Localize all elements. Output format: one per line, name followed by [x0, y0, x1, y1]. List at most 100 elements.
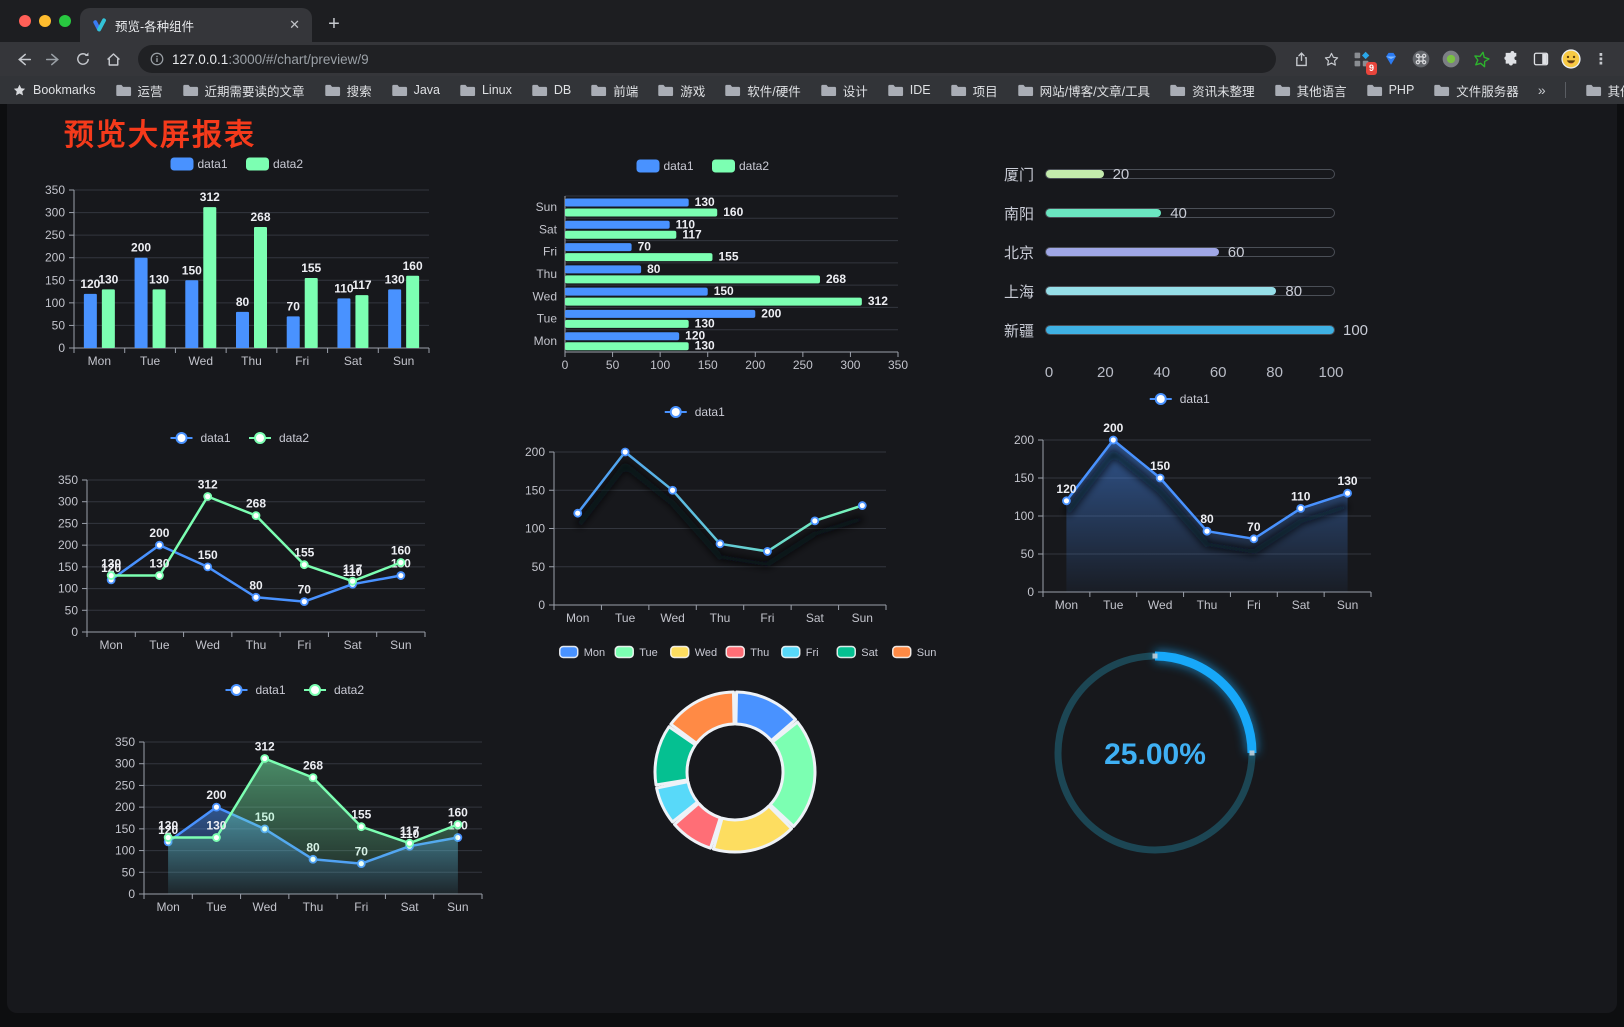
new-tab-button[interactable]: + [320, 10, 348, 38]
bookmark-folder-0[interactable]: 运营 [115, 81, 163, 100]
bookmark-label: 前端 [613, 84, 639, 99]
donut-segment-Sun[interactable] [669, 690, 736, 745]
svg-text:Wed: Wed [660, 611, 684, 625]
bookmark-page-button[interactable] [1318, 46, 1344, 72]
svg-text:200: 200 [115, 800, 135, 814]
bookmark-folder-14[interactable]: 其他语言 [1274, 81, 1347, 100]
bookmark-folder-12[interactable]: 网站/博客/文章/工具 [1017, 81, 1150, 100]
extensions-button[interactable] [1498, 46, 1524, 72]
legend-item-Sun[interactable]: Sun [892, 645, 937, 660]
legend-item-data1[interactable]: data1 [1149, 392, 1210, 406]
bookmark-folder-16[interactable]: 文件服务器 [1433, 81, 1519, 100]
legend-item-data2[interactable]: data2 [246, 157, 303, 171]
legend-item-data1[interactable]: data1 [170, 431, 231, 445]
bookmark-label: 文件服务器 [1456, 84, 1519, 99]
bookmark-folder-9[interactable]: 设计 [820, 81, 868, 100]
bookmark-folder-11[interactable]: 项目 [950, 81, 998, 100]
progress-track [1045, 286, 1335, 296]
bookmark-folder-7[interactable]: 游戏 [657, 81, 705, 100]
legend-item-Wed[interactable]: Wed [670, 645, 717, 660]
legend-item-Tue[interactable]: Tue [614, 645, 658, 660]
bookmark-label: 搜索 [346, 84, 372, 99]
extension-gem[interactable] [1378, 46, 1404, 72]
side-panel-button[interactable] [1528, 46, 1554, 72]
svg-text:Sat: Sat [861, 647, 878, 659]
bookmark-folder-6[interactable]: 前端 [590, 81, 638, 100]
share-button[interactable] [1288, 46, 1314, 72]
donut-segment-Wed[interactable] [711, 804, 794, 854]
extension-green-star[interactable] [1468, 46, 1494, 72]
browser-menu-button[interactable]: ⋮ [1593, 51, 1609, 68]
svg-text:Fri: Fri [543, 245, 557, 259]
bookmark-folder-1[interactable]: 近期需要读的文章 [182, 81, 305, 100]
close-window-button[interactable] [19, 15, 31, 27]
extension-tabs-manager[interactable]: 9 [1348, 46, 1377, 75]
bookmark-folder-5[interactable]: DB [531, 83, 571, 97]
other-bookmarks-folder[interactable]: 其他书签 [1585, 81, 1624, 100]
folder-icon [950, 84, 966, 97]
legend-item-data1[interactable]: data1 [664, 405, 725, 419]
svg-text:130: 130 [695, 195, 715, 209]
legend-item-data1[interactable]: data1 [636, 159, 694, 173]
extension-recorder[interactable] [1438, 46, 1464, 72]
donut-segment-Sat[interactable] [653, 725, 697, 787]
legend-item-data2[interactable]: data2 [249, 431, 309, 445]
bookmark-folder-13[interactable]: 资讯未整理 [1169, 81, 1255, 100]
bookmarks-manager[interactable]: Bookmarks [12, 83, 96, 98]
legend-item-data1[interactable]: data1 [170, 157, 228, 171]
legend-item-data2[interactable]: data2 [304, 683, 364, 697]
bookmark-folder-3[interactable]: Java [391, 83, 440, 97]
bookmark-folder-2[interactable]: 搜索 [324, 81, 372, 100]
donut-segment-Mon[interactable] [734, 690, 797, 743]
svg-text:200: 200 [1103, 421, 1123, 435]
home-icon [106, 52, 120, 66]
area-single-series-svg: data1 0 50 100 150 200 Mon Tue Wed Thu Fri Sat Sun 12… [1014, 392, 1372, 612]
legend-item-Sat[interactable]: Sat [836, 645, 878, 660]
donut-segment-Fri[interactable] [655, 780, 700, 824]
tab-close-icon[interactable]: ✕ [289, 17, 300, 32]
svg-text:200: 200 [149, 526, 169, 540]
svg-text:Fri: Fri [295, 354, 309, 368]
bookmark-folder-10[interactable]: IDE [887, 83, 931, 97]
browser-tab[interactable]: 预览-各种组件 ✕ [80, 8, 312, 42]
legend-item-Fri[interactable]: Fri [781, 645, 819, 660]
record-circle-icon [1442, 50, 1460, 68]
site-info-icon[interactable] [150, 52, 164, 66]
bookmark-folder-8[interactable]: 软件/硬件 [724, 81, 801, 100]
bookmarks-bar: Bookmarks 运营 近期需要读的文章 搜索 Java Linux DB 前端 游戏 软件/硬… [0, 76, 1624, 104]
reload-button[interactable] [70, 46, 96, 72]
bookmark-folder-15[interactable]: PHP [1366, 83, 1415, 97]
bookmark-label: PHP [1388, 83, 1415, 97]
donut-segment-Thu[interactable] [673, 801, 722, 850]
maximize-window-button[interactable] [59, 15, 71, 27]
profile-avatar[interactable] [1558, 46, 1584, 72]
svg-text:data2: data2 [739, 159, 769, 173]
back-button[interactable] [10, 46, 36, 72]
url-bar[interactable]: 127.0.0.1:3000/#/chart/preview/9 [138, 45, 1276, 73]
svg-text:Wed: Wed [533, 289, 557, 303]
folder-icon [1017, 84, 1033, 97]
extension-command[interactable] [1408, 46, 1434, 72]
minimize-window-button[interactable] [39, 15, 51, 27]
bookmarks-overflow-button[interactable]: » [1537, 82, 1546, 98]
legend-item-data2[interactable]: data2 [712, 159, 769, 173]
svg-text:160: 160 [403, 259, 423, 273]
legend-item-Mon[interactable]: Mon [559, 645, 605, 660]
forward-button[interactable] [40, 46, 66, 72]
donut-chart: Mon Tue Wed Thu Fri Sat Sun [548, 636, 948, 902]
progress-fill [1046, 248, 1219, 256]
legend-item-data1[interactable]: data1 [225, 683, 286, 697]
svg-text:100: 100 [58, 582, 78, 596]
svg-text:50: 50 [122, 865, 136, 879]
star-outline-icon [1324, 52, 1338, 66]
legend-item-Thu[interactable]: Thu [725, 645, 769, 660]
svg-text:80: 80 [647, 262, 661, 276]
svg-text:200: 200 [761, 306, 781, 320]
svg-text:Thu: Thu [750, 647, 769, 659]
svg-text:70: 70 [298, 583, 312, 597]
home-button[interactable] [100, 46, 126, 72]
bookmark-folder-4[interactable]: Linux [459, 83, 512, 97]
progress-value: 40 [1170, 205, 1187, 222]
donut-segment-Tue[interactable] [768, 720, 817, 828]
svg-text:80: 80 [249, 578, 263, 592]
